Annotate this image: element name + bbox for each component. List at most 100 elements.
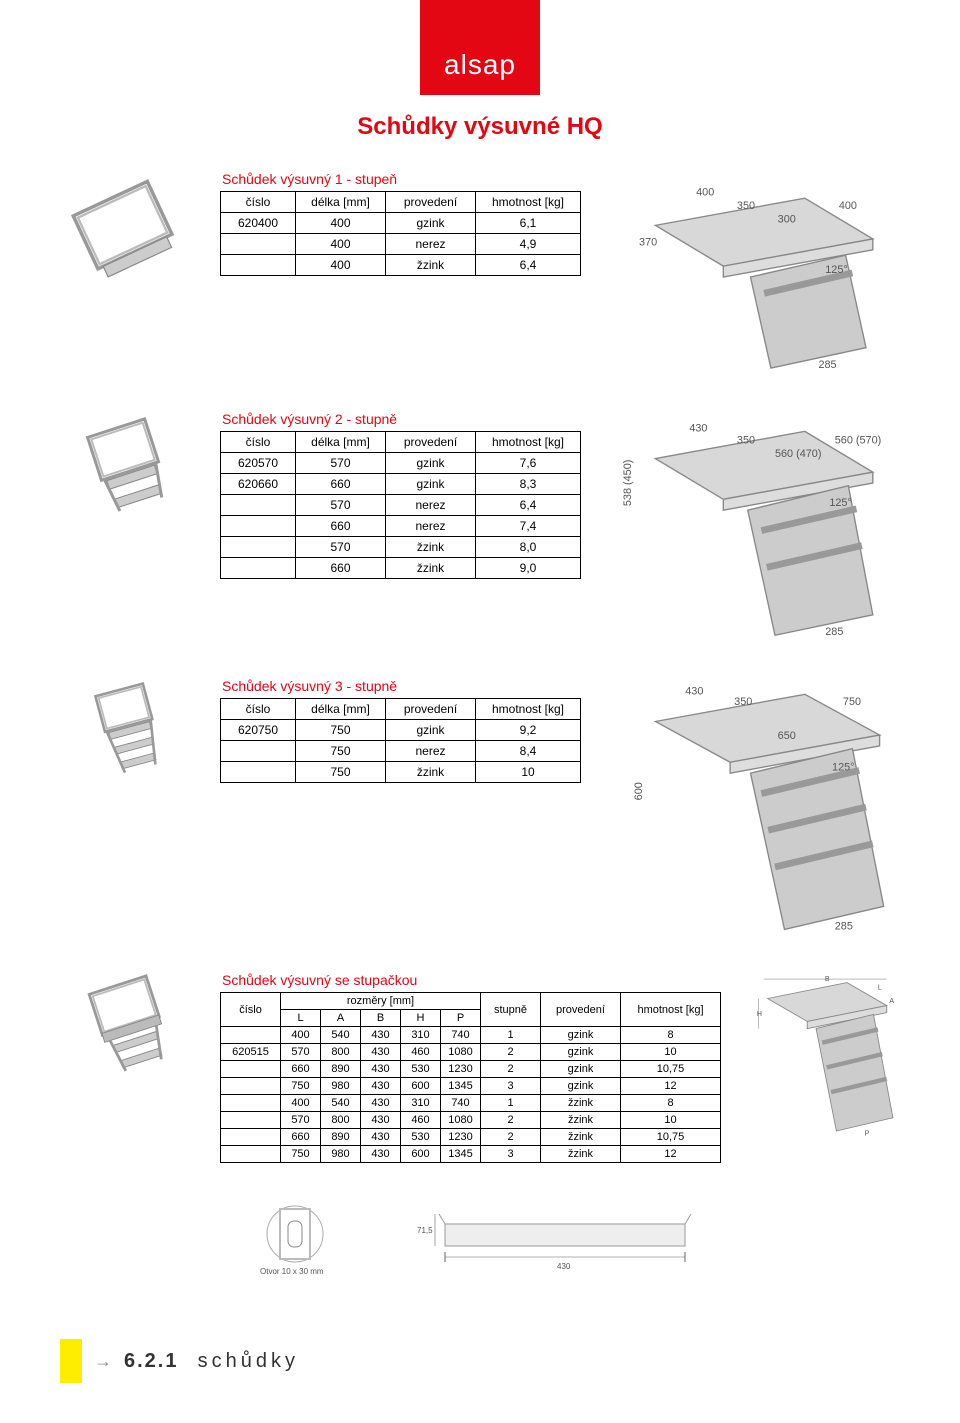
table-cell xyxy=(221,515,296,536)
table-cell: 8 xyxy=(621,1095,721,1112)
table-cell: 1 xyxy=(481,1027,541,1044)
table-row: 660nerez7,4 xyxy=(221,515,581,536)
tech-diagram-2: 430 350 560 (470) 560 (570) 538 (450) 12… xyxy=(601,411,900,642)
table-cell: 310 xyxy=(401,1027,441,1044)
table-3: číslo délka [mm] provedení hmotnost [kg]… xyxy=(220,698,581,783)
table-row: 750nerez8,4 xyxy=(221,740,581,761)
dim-label: 125° xyxy=(825,264,847,276)
table-cell: 9,0 xyxy=(476,557,581,578)
th-prov: provedení xyxy=(386,192,476,213)
dim-label: 285 xyxy=(818,359,836,371)
section-2-title: Schůdek výsuvný 2 - stupně xyxy=(222,411,581,427)
table-cell: 1230 xyxy=(441,1061,481,1078)
svg-text:L: L xyxy=(878,985,882,992)
product-thumb-4 xyxy=(60,972,200,1112)
table-row: 620400400gzink6,1 xyxy=(221,213,581,234)
product-thumb-2 xyxy=(60,411,200,551)
table-cell: žzink xyxy=(386,536,476,557)
table-cell: nerez xyxy=(386,740,476,761)
table-cell: 6,4 xyxy=(476,255,581,276)
table-cell xyxy=(221,1146,281,1163)
table-cell: gzink xyxy=(541,1044,621,1061)
dim-label: 400 xyxy=(839,200,857,212)
svg-text:B: B xyxy=(825,976,830,983)
table-row: 570nerez6,4 xyxy=(221,494,581,515)
svg-text:560 (570): 560 (570) xyxy=(835,434,882,446)
table-cell xyxy=(221,234,296,255)
table-cell: 430 xyxy=(361,1095,401,1112)
table-cell xyxy=(221,1027,281,1044)
table-cell: 8 xyxy=(621,1027,721,1044)
table-cell: 660 xyxy=(296,515,386,536)
table-cell: 400 xyxy=(296,234,386,255)
table-cell: žzink xyxy=(541,1095,621,1112)
table-cell: 980 xyxy=(321,1078,361,1095)
table-cell: 3 xyxy=(481,1146,541,1163)
table-cell: 800 xyxy=(321,1112,361,1129)
table-2: číslo délka [mm] provedení hmotnost [kg]… xyxy=(220,431,581,579)
table-cell: 660 xyxy=(281,1061,321,1078)
section-4: Schůdek výsuvný se stupačkou číslo rozmě… xyxy=(60,972,900,1163)
tech-diagram-3: 430 350 750 650 600 125° 285 xyxy=(601,678,900,936)
table-cell: 890 xyxy=(321,1129,361,1146)
table-cell: 570 xyxy=(296,452,386,473)
section-3-title: Schůdek výsuvný 3 - stupně xyxy=(222,678,581,694)
dim-label: 300 xyxy=(778,214,796,226)
table-1: číslo délka [mm] provedení hmotnost [kg]… xyxy=(220,191,581,276)
table-cell: 2 xyxy=(481,1112,541,1129)
brand-text: alsap xyxy=(444,49,516,81)
table-cell: 570 xyxy=(296,494,386,515)
table-cell xyxy=(221,536,296,557)
table-cell: 7,6 xyxy=(476,452,581,473)
section-4-title: Schůdek výsuvný se stupačkou xyxy=(222,972,721,988)
table-row: 620660660gzink8,3 xyxy=(221,473,581,494)
table-cell: žzink xyxy=(541,1129,621,1146)
table-cell: 620515 xyxy=(221,1044,281,1061)
table-cell: 600 xyxy=(401,1078,441,1095)
page-title: Schůdky výsuvné HQ xyxy=(60,113,900,141)
svg-text:750: 750 xyxy=(843,696,861,708)
table-cell: 430 xyxy=(361,1061,401,1078)
table-cell: 660 xyxy=(296,557,386,578)
table-cell xyxy=(221,1112,281,1129)
table-cell: 750 xyxy=(296,719,386,740)
dim-label: 350 xyxy=(737,200,755,212)
table-cell: 750 xyxy=(296,740,386,761)
svg-text:A: A xyxy=(889,998,894,1005)
svg-text:560 (470): 560 (470) xyxy=(775,448,822,460)
table-cell: 9,2 xyxy=(476,719,581,740)
table-cell: 8,0 xyxy=(476,536,581,557)
tech-diagram-1: 400 350 300 400 370 125° 285 xyxy=(601,171,900,375)
hole-detail-drawing: Otvor 10 x 30 mm xyxy=(235,1199,375,1279)
table-cell: gzink xyxy=(541,1027,621,1044)
table-cell: 12 xyxy=(621,1078,721,1095)
table-cell: 10 xyxy=(476,761,581,782)
table-cell: 620570 xyxy=(221,452,296,473)
table-cell: 750 xyxy=(281,1146,321,1163)
th-cislo: číslo xyxy=(221,192,296,213)
table-cell: gzink xyxy=(541,1078,621,1095)
table-cell: nerez xyxy=(386,494,476,515)
svg-text:125°: 125° xyxy=(832,761,854,773)
table-cell: 530 xyxy=(401,1129,441,1146)
table-cell: 660 xyxy=(296,473,386,494)
table-cell: 6,1 xyxy=(476,213,581,234)
svg-text:285: 285 xyxy=(835,920,853,932)
table-cell: 430 xyxy=(361,1027,401,1044)
table-cell: 980 xyxy=(321,1146,361,1163)
table-cell: 1080 xyxy=(441,1112,481,1129)
table-cell xyxy=(221,1078,281,1095)
table-cell: 10 xyxy=(621,1044,721,1061)
table-cell: 6,4 xyxy=(476,494,581,515)
table-row: 66089043053012302žzink10,75 xyxy=(221,1129,721,1146)
table-cell: 1345 xyxy=(441,1146,481,1163)
table-cell: 10,75 xyxy=(621,1061,721,1078)
footer-label: schůdky xyxy=(198,1350,299,1372)
table-cell: žzink xyxy=(386,557,476,578)
table-row: 750žzink10 xyxy=(221,761,581,782)
table-cell: žzink xyxy=(386,255,476,276)
table-cell: 8,4 xyxy=(476,740,581,761)
table-cell: žzink xyxy=(386,761,476,782)
footer-text: 6.2.1 schůdky xyxy=(124,1350,299,1373)
svg-text:650: 650 xyxy=(778,730,796,742)
